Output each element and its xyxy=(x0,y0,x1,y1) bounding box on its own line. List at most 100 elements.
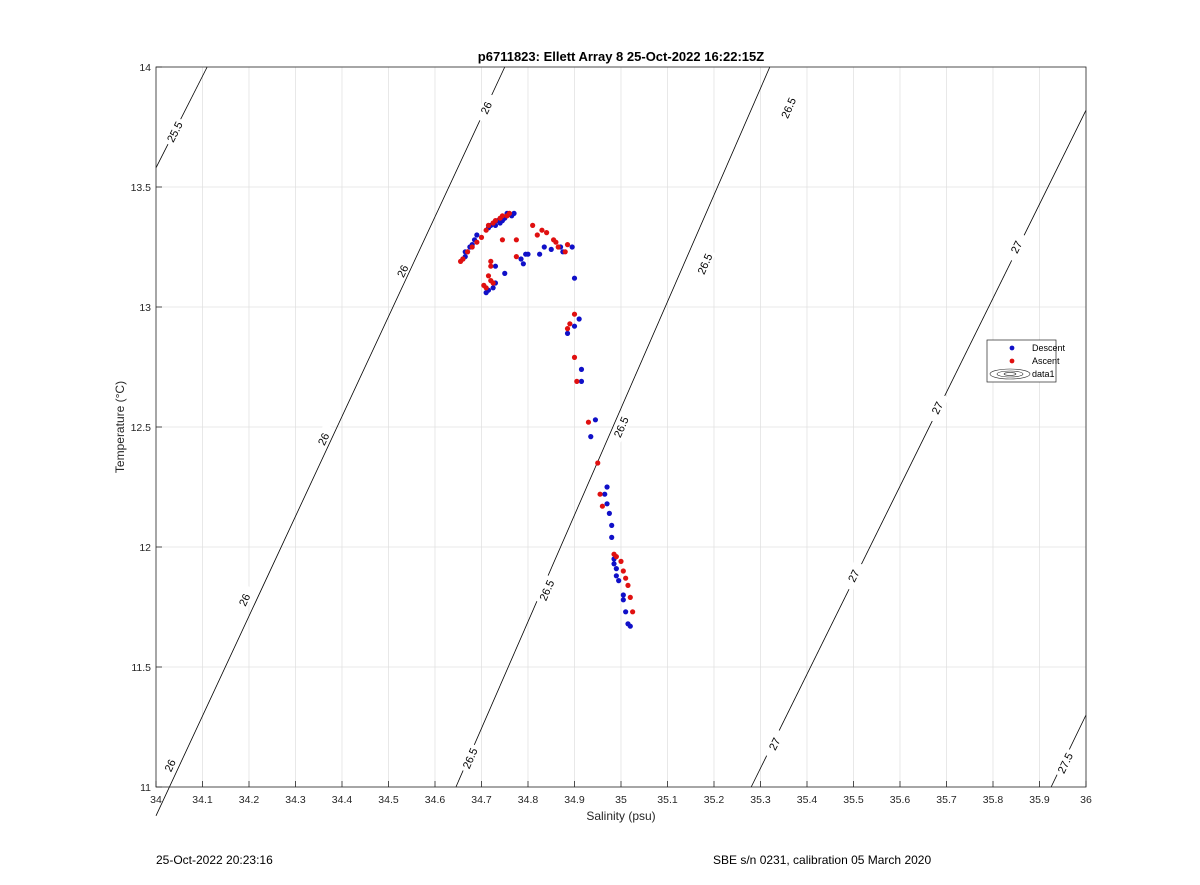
density-contours: 25.5262626262626.526.526.526.526.5272727… xyxy=(155,66,1087,816)
contour-label: 27 xyxy=(846,568,862,584)
descent-point xyxy=(502,270,508,276)
descent-point xyxy=(578,366,585,372)
ascent-point xyxy=(620,568,626,574)
x-tick-label: 34 xyxy=(150,794,162,806)
axis-ticks: 34 34.1 34.2 34.3 34.4 34.5 34.6 34.7 34.8 34.9 35… xyxy=(131,62,1092,806)
contour-label-gap xyxy=(693,248,716,280)
legend-label-ascent: Ascent xyxy=(1032,356,1060,366)
ascent-point xyxy=(544,230,550,236)
ascent-point xyxy=(534,232,540,238)
descent-point xyxy=(604,484,610,490)
descent-point xyxy=(613,573,619,579)
x-tick-label: 34.2 xyxy=(239,794,260,806)
legend-box xyxy=(986,339,1057,383)
descent-point xyxy=(620,592,626,598)
descent-point xyxy=(490,285,496,291)
descent-point xyxy=(604,501,610,507)
legend-marker-ascent xyxy=(1009,358,1015,364)
descent-point xyxy=(483,290,489,296)
y-axis-label: Temperature (°C) xyxy=(113,381,127,473)
x-tick-label: 34.9 xyxy=(564,794,585,806)
x-tick-label: 34.1 xyxy=(192,794,213,806)
x-tick-label: 34.7 xyxy=(471,794,492,806)
ascent-point xyxy=(483,227,489,233)
ascent-point xyxy=(485,273,492,279)
y-tick-label: 14 xyxy=(139,62,151,74)
data-points xyxy=(457,210,636,629)
contour-label-gap xyxy=(158,750,182,781)
ascent-point xyxy=(474,239,480,245)
ascent-point xyxy=(625,582,631,589)
ascent-point xyxy=(488,263,494,269)
ascent-point xyxy=(490,280,496,286)
contour-label-gap xyxy=(1004,231,1028,263)
ascent-point xyxy=(627,594,633,601)
ascent-point xyxy=(623,575,629,581)
contour-label-gap xyxy=(925,392,949,424)
descent-point xyxy=(492,263,499,269)
contour-label-gap xyxy=(535,574,558,606)
contour-label-gap xyxy=(474,92,498,124)
contour-label: 27 xyxy=(767,736,783,752)
descent-point xyxy=(541,244,547,250)
x-tick-label: 34.4 xyxy=(332,794,353,806)
y-tick-label: 13.5 xyxy=(131,182,152,194)
footer-timestamp: 25-Oct-2022 20:23:16 xyxy=(156,853,273,867)
x-tick-label: 34.5 xyxy=(378,794,399,806)
descent-point xyxy=(571,323,578,329)
density-contour-line xyxy=(455,66,771,788)
descent-point xyxy=(627,623,633,629)
descent-point xyxy=(578,378,585,384)
x-tick-label: 35.3 xyxy=(750,794,771,806)
contour-label-gap xyxy=(458,742,481,774)
ascent-point xyxy=(499,237,506,243)
legend-marker-descent xyxy=(1009,345,1015,351)
contour-label: 26 xyxy=(395,263,411,279)
ascent-point xyxy=(618,558,624,565)
descent-point xyxy=(609,534,615,541)
ascent-point xyxy=(483,285,489,291)
x-tick-label: 35 xyxy=(615,794,627,806)
ascent-point xyxy=(567,321,573,327)
descent-point xyxy=(525,251,531,257)
ascent-point xyxy=(597,491,603,497)
y-tick-label: 11.5 xyxy=(131,662,151,674)
contour-label-gap xyxy=(841,560,866,592)
ascent-point xyxy=(464,249,471,255)
descent-point xyxy=(569,244,575,250)
x-tick-label: 34.3 xyxy=(285,794,306,806)
descent-point xyxy=(576,316,582,322)
ascent-point xyxy=(630,609,636,615)
contour-label-gap xyxy=(312,423,335,455)
descent-point xyxy=(592,417,599,423)
x-tick-label: 35.7 xyxy=(936,794,957,806)
x-tick-label: 35.2 xyxy=(704,794,725,806)
contour-label-gap xyxy=(391,255,414,287)
x-tick-label: 35.6 xyxy=(890,794,911,806)
ascent-point xyxy=(571,354,578,360)
descent-point xyxy=(602,491,608,497)
ascent-point xyxy=(564,242,571,248)
legend-label-descent: Descent xyxy=(1032,343,1066,353)
x-tick-label: 35.5 xyxy=(843,794,864,806)
descent-point xyxy=(518,256,524,262)
y-tick-label: 13 xyxy=(139,302,151,314)
contour-label: 26 xyxy=(316,431,332,447)
contour-label-gap xyxy=(1053,747,1077,779)
ascent-point xyxy=(599,503,606,509)
ascent-point xyxy=(497,215,503,221)
ascent-point xyxy=(504,213,510,219)
contour-label-gap xyxy=(609,411,633,443)
contour-label-gap xyxy=(162,116,187,147)
density-contour-line xyxy=(155,66,208,168)
density-contour-line xyxy=(155,66,506,816)
ascent-point xyxy=(488,258,494,264)
ascent-point xyxy=(539,227,545,233)
descent-point xyxy=(613,566,619,572)
density-contour-line xyxy=(750,110,1087,788)
y-tick-label: 12.5 xyxy=(131,422,152,434)
descent-point xyxy=(623,609,629,615)
descent-point xyxy=(548,246,554,252)
descent-point xyxy=(537,251,543,257)
contour-label-gap xyxy=(777,92,800,124)
